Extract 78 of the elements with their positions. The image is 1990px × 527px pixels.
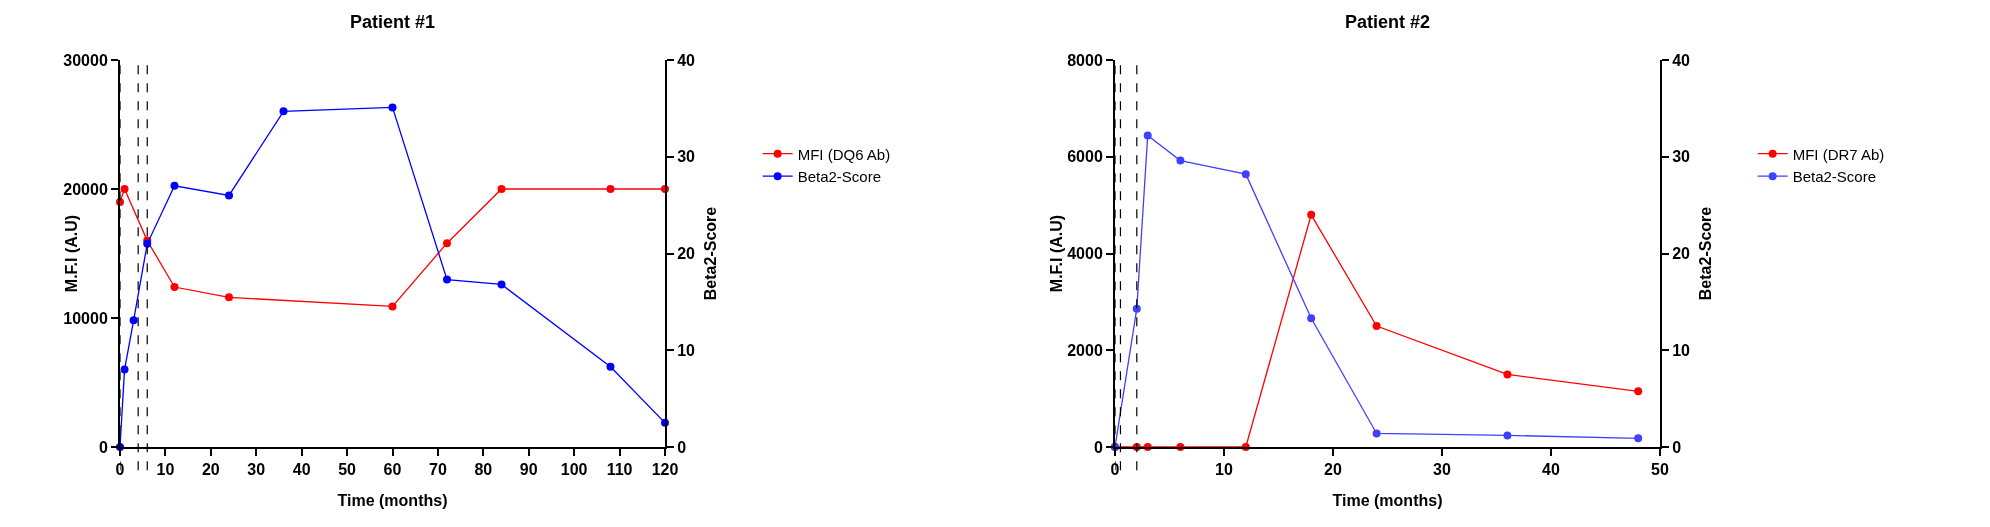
y2-tick-label: 10 — [677, 341, 696, 359]
point — [1307, 314, 1316, 323]
point — [120, 185, 129, 193]
x-tick-label: 120 — [651, 461, 679, 479]
y-tick-label: 10000 — [63, 309, 108, 327]
point — [1307, 210, 1316, 219]
y2-tick-label: 40 — [677, 51, 696, 69]
y2-tick-label: 20 — [1672, 245, 1691, 263]
y-tick-label: 0 — [98, 438, 108, 456]
legend-label: MFI (DQ6 Ab) — [797, 145, 891, 163]
y2-tick-label: 40 — [1672, 51, 1691, 69]
x-tick-label: 40 — [1542, 461, 1560, 479]
y-axis-title: M.F.I (A.U) — [1048, 214, 1066, 293]
x-tick-label: 100 — [560, 461, 588, 479]
x-tick-label: 0 — [115, 461, 125, 479]
point — [1634, 387, 1643, 396]
point — [279, 107, 288, 116]
y-tick-label: 8000 — [1067, 51, 1103, 69]
x-tick-label: 70 — [429, 461, 447, 479]
point — [497, 280, 506, 289]
x-tick-label: 20 — [201, 461, 220, 479]
x-tick-label: 30 — [1433, 461, 1451, 479]
x-axis-title: Time (months) — [1332, 492, 1443, 509]
point — [1634, 434, 1643, 443]
x-tick-label: 30 — [247, 461, 266, 479]
y-axis-title: M.F.I (A.U) — [63, 214, 80, 293]
y2-tick-label: 0 — [1672, 438, 1682, 456]
x-tick-label: 20 — [1324, 461, 1342, 479]
point — [388, 302, 397, 311]
legend-label: MFI (DR7 Ab) — [1792, 145, 1885, 163]
y2-tick-label: 30 — [1672, 148, 1691, 166]
x-tick-label: 50 — [1651, 461, 1669, 479]
x-tick-label: 10 — [1215, 461, 1233, 479]
x-tick-label: 110 — [606, 461, 633, 479]
y-tick-label: 2000 — [1067, 341, 1103, 359]
x-tick-label: 0 — [1110, 461, 1120, 479]
point — [443, 239, 451, 248]
point — [129, 316, 138, 325]
chart-title: Patient #2 — [1344, 12, 1431, 33]
x-tick-label: 60 — [383, 461, 402, 479]
chart-title: Patient #1 — [349, 12, 436, 33]
y-tick-label: 0 — [1093, 438, 1103, 456]
point — [606, 185, 615, 193]
x-axis-title: Time (months) — [337, 492, 448, 509]
point — [1372, 322, 1381, 331]
y2-axis-title: Beta2-Score — [1697, 206, 1714, 301]
y-tick-label: 20000 — [63, 180, 108, 198]
point — [1241, 170, 1250, 179]
y2-tick-label: 10 — [1672, 341, 1691, 359]
y2-axis-title: Beta2-Score — [702, 206, 719, 301]
point — [1372, 429, 1381, 438]
y-tick-label: 4000 — [1067, 245, 1103, 263]
point — [225, 191, 233, 200]
x-tick-label: 80 — [474, 461, 493, 479]
point — [225, 293, 233, 302]
x-tick-label: 10 — [156, 461, 175, 479]
point — [443, 275, 451, 284]
point — [170, 283, 179, 292]
y2-tick-label: 20 — [677, 245, 696, 263]
point — [1132, 304, 1141, 313]
y-tick-label: 30000 — [63, 51, 108, 69]
point — [388, 103, 397, 112]
y2-tick-label: 0 — [677, 438, 687, 456]
y2-tick-label: 30 — [677, 148, 696, 166]
x-tick-label: 40 — [292, 461, 311, 479]
point — [497, 185, 506, 193]
point — [1143, 131, 1152, 140]
point — [1503, 431, 1512, 440]
point — [170, 181, 179, 190]
point — [606, 362, 615, 371]
point — [1176, 156, 1185, 165]
legend-label: Beta2-Score — [1792, 168, 1877, 185]
x-tick-label: 90 — [519, 461, 538, 479]
y-tick-label: 6000 — [1067, 148, 1103, 166]
legend-label: Beta2-Score — [797, 168, 882, 185]
point — [1503, 370, 1512, 379]
x-tick-label: 50 — [338, 461, 357, 479]
point — [120, 365, 129, 374]
